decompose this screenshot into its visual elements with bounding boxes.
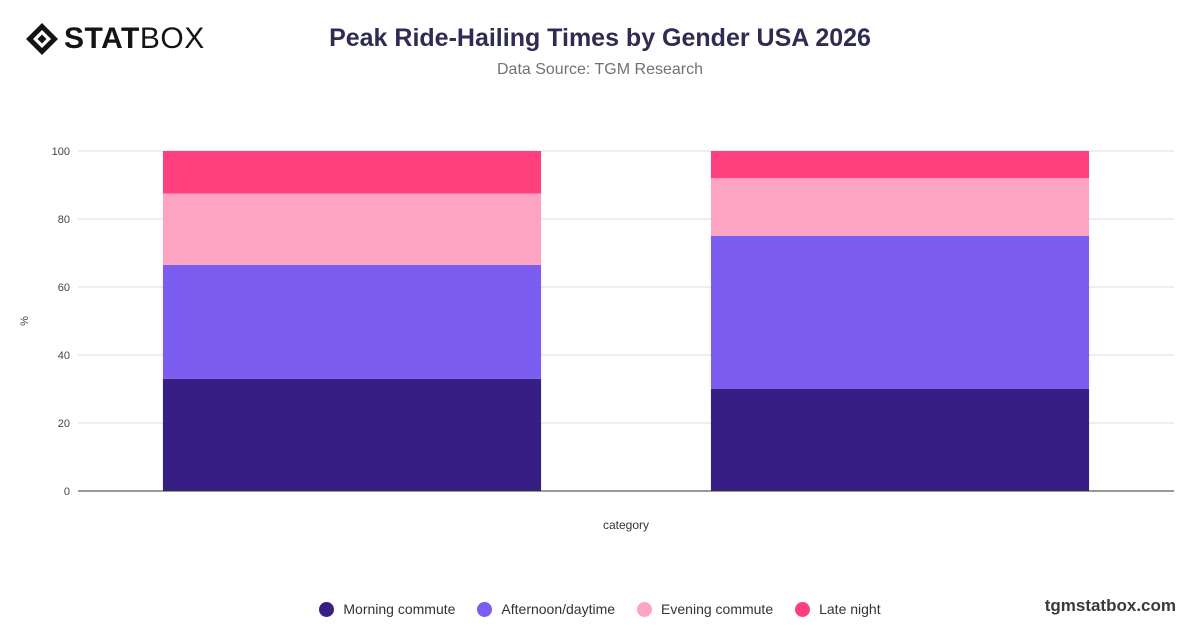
y-tick-label: 100	[52, 146, 70, 158]
bar-segment-morning-commute-1[interactable]	[162, 378, 542, 491]
logo-word-bold: STAT	[64, 22, 140, 55]
y-axis-ticks: 0 20 40 60 80 100	[52, 146, 70, 498]
y-tick-label: 60	[58, 282, 70, 294]
legend-item[interactable]: Morning commute	[319, 601, 455, 617]
bar-segment-afternoon-daytime-2[interactable]	[710, 236, 1090, 389]
legend-swatch	[795, 601, 811, 617]
legend-item[interactable]: Afternoon/daytime	[477, 601, 615, 617]
bar-segment-morning-commute-2[interactable]	[710, 389, 1090, 491]
x-axis-label: category	[603, 518, 649, 532]
legend-item[interactable]: Evening commute	[637, 601, 773, 617]
chart-legend: Morning commute Afternoon/daytime Evening …	[0, 601, 1200, 617]
legend-label: Late night	[819, 601, 881, 617]
y-tick-label: 40	[58, 350, 70, 362]
bar-segment-evening-commute-2[interactable]	[710, 178, 1090, 236]
y-axis-label: %	[19, 316, 31, 326]
statbox-logo: STATBOX	[25, 22, 205, 56]
legend-label: Evening commute	[661, 601, 774, 617]
bar-segment-late-night-1[interactable]	[162, 151, 542, 194]
bar-segment-late-night-2[interactable]	[710, 151, 1090, 179]
chart-subtitle: Data Source: TGM Research	[496, 61, 703, 78]
statbox-diamond-logo-icon	[26, 23, 58, 55]
logo-word-light: BOX	[139, 22, 205, 55]
legend-swatch	[477, 601, 493, 617]
legend-swatch	[319, 601, 335, 617]
bar-segment-evening-commute-1[interactable]	[162, 193, 542, 265]
y-tick-label: 20	[58, 418, 70, 430]
bars	[162, 151, 1090, 491]
logo-wordmark: STATBOX	[64, 22, 205, 56]
y-tick-label: 80	[58, 214, 70, 226]
chart-title: Peak Ride-Hailing Times by Gender USA 20…	[329, 24, 871, 52]
footer-site: tgmstatbox.com	[1044, 596, 1176, 615]
bar-segment-afternoon-daytime-1[interactable]	[162, 264, 542, 379]
legend-swatch	[637, 601, 653, 617]
legend-label: Afternoon/daytime	[501, 601, 616, 617]
legend-label: Morning commute	[343, 601, 456, 617]
y-tick-label: 0	[64, 486, 70, 498]
legend-item[interactable]: Late night	[795, 601, 881, 617]
